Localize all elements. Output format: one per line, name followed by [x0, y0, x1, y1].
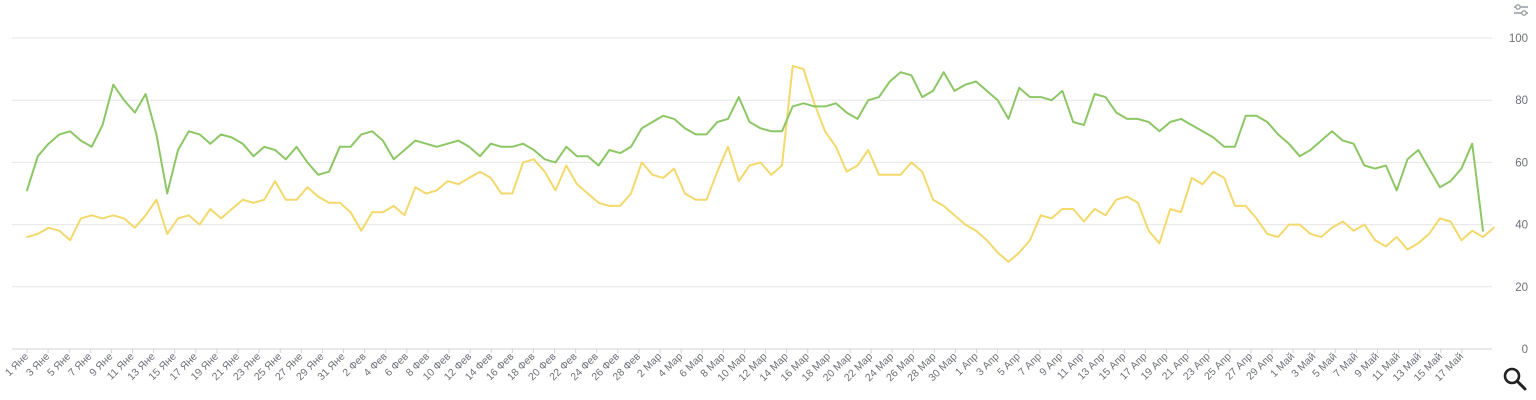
series-line-1	[26, 71, 1484, 232]
x-tick-label: 7 Апр	[1016, 351, 1044, 379]
y-tick-label: 100	[1509, 33, 1528, 45]
x-tick-label: 1 Апр	[953, 351, 981, 379]
x-tick-label: 3 Апр	[974, 351, 1002, 379]
zoom-button[interactable]	[1502, 366, 1528, 392]
chart-settings-button[interactable]	[1512, 2, 1530, 18]
y-tick-label: 80	[1515, 95, 1528, 107]
y-tick-label: 20	[1515, 282, 1528, 294]
series-line-2	[26, 65, 1495, 263]
y-tick-label: 0	[1522, 344, 1528, 356]
sliders-icon	[1514, 4, 1528, 16]
y-tick-label: 40	[1515, 220, 1528, 232]
y-tick-label: 60	[1515, 157, 1528, 169]
series-lines	[26, 65, 1495, 263]
magnifier-icon	[1503, 367, 1527, 391]
grid-lines	[12, 37, 1492, 350]
x-tick-label: 5 Апр	[995, 351, 1023, 379]
y-axis: 0 20 40 60 80 100	[1509, 33, 1528, 356]
